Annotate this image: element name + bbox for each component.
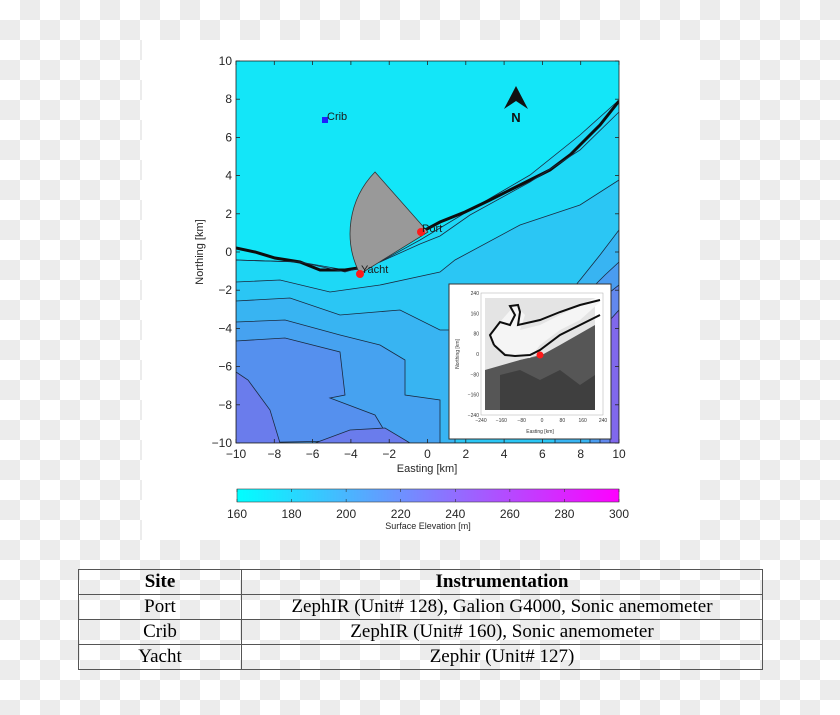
svg-text:−240: −240 [468, 413, 479, 419]
north-arrow-icon: N [504, 86, 528, 125]
elevation-map-figure: −10 −8 −6 −4 −2 0 2 4 6 8 10 −10 −8 −6 −4 −2 0 2 4 6 8 10 Ea… [194, 54, 629, 531]
header-instrumentation: Instrumentation [241, 569, 763, 595]
svg-text:220: 220 [391, 507, 411, 521]
svg-text:160: 160 [578, 418, 587, 424]
x-axis-ticks: −10 −8 −6 −4 −2 0 2 4 6 8 10 [226, 61, 626, 461]
svg-text:240: 240 [471, 291, 480, 297]
svg-text:−10: −10 [212, 436, 233, 450]
svg-text:2: 2 [462, 447, 469, 461]
table-row: Port ZephIR (Unit# 128), Galion G4000, S… [78, 594, 763, 620]
svg-text:N: N [511, 110, 520, 125]
inset-map: −240 −160 −80 0 80 160 240 −240 −160 −80 0 80 160 24… [448, 283, 612, 440]
cell-instrumentation: Zephir (Unit# 127) [241, 644, 763, 670]
svg-text:10: 10 [219, 54, 233, 68]
svg-text:Easting [km]: Easting [km] [526, 429, 554, 435]
svg-text:160: 160 [471, 311, 480, 317]
svg-text:Port: Port [422, 223, 442, 235]
svg-text:0: 0 [541, 418, 544, 424]
cell-instrumentation: ZephIR (Unit# 160), Sonic anemometer [241, 619, 763, 645]
svg-text:−160: −160 [496, 418, 507, 424]
colorbar-label: Surface Elevation [m] [385, 521, 471, 531]
svg-text:−4: −4 [218, 321, 232, 335]
svg-text:−6: −6 [218, 360, 232, 374]
yacht-marker-icon [356, 270, 364, 278]
y-axis-ticks: −10 −8 −6 −4 −2 0 2 4 6 8 10 [212, 54, 619, 450]
cell-site: Port [78, 594, 242, 620]
table-row: Yacht Zephir (Unit# 127) [78, 644, 763, 670]
svg-text:−160: −160 [468, 393, 479, 399]
cell-site: Crib [78, 619, 242, 645]
svg-text:8: 8 [577, 447, 584, 461]
svg-text:80: 80 [560, 418, 566, 424]
svg-text:−4: −4 [344, 447, 358, 461]
figure-panel: −10 −8 −6 −4 −2 0 2 4 6 8 10 −10 −8 −6 −4 −2 0 2 4 6 8 10 Ea… [142, 40, 700, 540]
y-axis-label: Northing [km] [194, 219, 206, 284]
svg-text:−240: −240 [475, 418, 486, 424]
svg-text:260: 260 [500, 507, 520, 521]
svg-text:6: 6 [225, 130, 232, 144]
svg-text:−2: −2 [382, 447, 396, 461]
svg-text:Northing [km]: Northing [km] [455, 339, 461, 369]
svg-text:−8: −8 [218, 398, 232, 412]
svg-text:300: 300 [609, 507, 629, 521]
site-instrumentation-table: Site Instrumentation Port ZephIR (Unit# … [78, 569, 763, 670]
svg-text:6: 6 [539, 447, 546, 461]
svg-text:Crib: Crib [327, 111, 347, 123]
x-axis-label: Easting [km] [397, 463, 458, 475]
cell-instrumentation: ZephIR (Unit# 128), Galion G4000, Sonic … [241, 594, 763, 620]
svg-text:240: 240 [599, 418, 608, 424]
svg-text:0: 0 [225, 245, 232, 259]
site-crib: Crib [322, 111, 347, 123]
svg-text:−8: −8 [267, 447, 281, 461]
site-yacht: Yacht [356, 264, 388, 278]
svg-text:−6: −6 [306, 447, 320, 461]
table-header-row: Site Instrumentation [78, 569, 763, 595]
port-marker-icon [417, 228, 425, 236]
svg-text:200: 200 [336, 507, 356, 521]
svg-text:160: 160 [227, 507, 247, 521]
svg-text:80: 80 [473, 332, 479, 338]
crib-marker-icon [322, 117, 328, 123]
svg-text:Yacht: Yacht [361, 264, 388, 276]
svg-text:2: 2 [225, 207, 232, 221]
svg-text:−80: −80 [471, 372, 480, 378]
colorbar: 160 180 200 220 240 260 280 300 Surface Elevati… [227, 488, 629, 531]
site-port: Port [417, 223, 442, 236]
svg-text:8: 8 [225, 92, 232, 106]
table-row: Crib ZephIR (Unit# 160), Sonic anemomete… [78, 619, 763, 645]
svg-text:280: 280 [554, 507, 574, 521]
svg-text:−10: −10 [226, 447, 247, 461]
cell-site: Yacht [78, 644, 242, 670]
svg-text:240: 240 [445, 507, 465, 521]
svg-text:0: 0 [476, 352, 479, 358]
svg-text:0: 0 [424, 447, 431, 461]
svg-text:10: 10 [612, 447, 626, 461]
svg-text:−80: −80 [517, 418, 526, 424]
wind-sector [349, 171, 429, 275]
header-site: Site [78, 569, 242, 595]
svg-text:−2: −2 [218, 283, 232, 297]
svg-text:4: 4 [501, 447, 508, 461]
svg-text:4: 4 [225, 169, 232, 183]
svg-text:180: 180 [282, 507, 302, 521]
